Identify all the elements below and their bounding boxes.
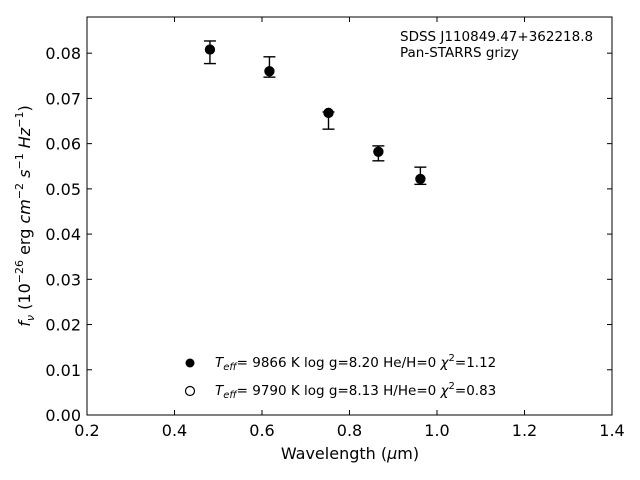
legend-entry-1: Teff= 9866 K log g=8.20 He/H=0 χ2=1.12	[215, 353, 496, 373]
data-marks	[203, 40, 427, 186]
y-axis-label: fν (10−26 erg cm−2 s−1 Hz−1)	[13, 105, 37, 326]
x-tick-label: 0.2	[74, 421, 99, 440]
y-tick-label: 0.05	[45, 180, 81, 199]
x-tick-label: 1.2	[512, 421, 537, 440]
y-tick-label: 0.03	[45, 270, 81, 289]
x-tick-label: 0.4	[162, 421, 187, 440]
model-point-open	[415, 173, 426, 185]
x-tick-label: 1.0	[424, 421, 449, 440]
plot-area	[86, 16, 613, 416]
y-tick-label: 0.00	[45, 406, 81, 425]
x-tick-label: 0.6	[249, 421, 274, 440]
y-tick-label: 0.02	[45, 316, 81, 335]
x-tick-label: 1.4	[599, 421, 624, 440]
annotation-title: SDSS J110849.47+362218.8	[400, 29, 593, 45]
x-tick-label: 0.8	[337, 421, 362, 440]
legend-marker-open	[184, 385, 196, 397]
y-axis: 0.00 0.01 0.02 0.03 0.04 0.05 0.06 0.07 0.08	[45, 44, 612, 425]
legend-entry-2: Teff= 9790 K log g=8.13 H/He=0 χ2=0.83	[215, 381, 496, 401]
svg-text:fν (10−26 erg cm−2 s−1 Hz−1): fν (10−26 erg cm−2 s−1 Hz−1)	[13, 105, 37, 326]
legend: Teff= 9866 K log g=8.20 He/H=0 χ2=1.12 T…	[184, 353, 496, 401]
y-tick-label: 0.08	[45, 44, 81, 63]
y-tick-label: 0.01	[45, 361, 81, 380]
legend-marker-filled	[185, 358, 195, 368]
annotation-subtitle: Pan-STARRS grizy	[400, 45, 519, 61]
y-tick-label: 0.06	[45, 135, 81, 154]
model-point-open	[373, 146, 384, 157]
model-point-open	[264, 66, 275, 77]
y-tick-label: 0.04	[45, 225, 81, 244]
y-tick-label: 0.07	[45, 89, 81, 108]
x-axis-label: Wavelength (μm)	[281, 444, 419, 463]
model-point-open	[323, 107, 334, 118]
model-point-open	[204, 44, 216, 55]
x-axis: 0.2 0.4 0.6 0.8 1.0 1.2 1.4	[74, 17, 625, 440]
